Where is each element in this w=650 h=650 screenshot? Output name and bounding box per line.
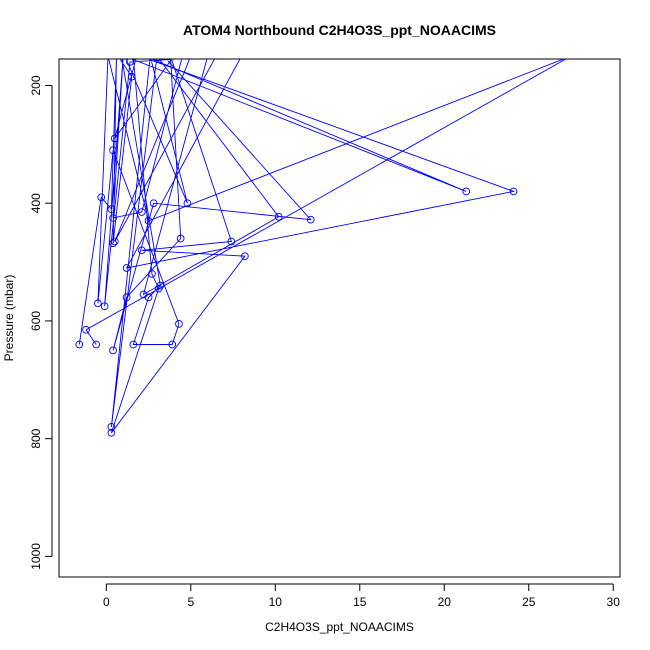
y-tick-label: 800 xyxy=(29,428,43,448)
data-point xyxy=(274,212,283,221)
x-tick-label: 5 xyxy=(187,595,194,609)
data-point xyxy=(149,199,158,208)
y-axis-label: Pressure (mbar) xyxy=(2,275,16,362)
data-point xyxy=(183,199,192,208)
data-point xyxy=(156,281,165,290)
x-tick-label: 30 xyxy=(607,595,621,609)
x-tick-label: 15 xyxy=(353,595,367,609)
x-axis: 0 5 10 15 20 25 30 xyxy=(103,583,621,609)
data-point xyxy=(75,340,84,349)
series-line xyxy=(78,59,567,434)
data-point xyxy=(127,72,136,81)
data-point xyxy=(109,146,117,155)
data-point xyxy=(109,214,117,222)
data-point xyxy=(100,302,109,311)
data-point xyxy=(241,252,249,261)
data-point xyxy=(107,205,116,213)
data-point xyxy=(509,187,518,196)
chart-title: ATOM4 Northbound C2H4O3S_ppt_NOAACIMS xyxy=(183,22,496,38)
data-point xyxy=(107,428,116,437)
data-point xyxy=(122,264,131,272)
data-point xyxy=(110,237,119,246)
y-axis: 200 400 600 800 1000 xyxy=(29,75,53,570)
x-tick-label: 10 xyxy=(269,595,283,609)
data-point xyxy=(227,237,236,246)
data-point xyxy=(129,340,138,349)
data-point xyxy=(82,325,90,334)
data-point xyxy=(110,134,119,143)
data-point xyxy=(168,340,177,349)
data-point xyxy=(462,187,471,196)
x-axis-label: C2H4O3S_ppt_NOAACIMS xyxy=(265,620,414,634)
data-point xyxy=(109,346,117,355)
data-point xyxy=(175,320,183,328)
data-point xyxy=(109,239,117,248)
y-tick-label: 600 xyxy=(29,311,43,331)
y-tick-label: 400 xyxy=(29,193,43,213)
y-tick-label: 1000 xyxy=(29,543,43,570)
x-tick-label: 25 xyxy=(522,595,536,609)
data-point xyxy=(176,234,185,243)
data-point xyxy=(94,299,102,308)
data-point xyxy=(306,215,315,224)
data-point xyxy=(107,423,116,431)
data-point xyxy=(92,340,101,349)
data-point xyxy=(137,246,146,255)
series-layer xyxy=(75,59,567,437)
x-tick-label: 20 xyxy=(438,595,452,609)
data-point xyxy=(137,208,146,216)
data-point xyxy=(144,217,153,225)
plot-frame xyxy=(58,58,621,578)
data-point xyxy=(144,293,153,302)
y-tick-label: 200 xyxy=(29,75,43,95)
data-point xyxy=(148,270,156,278)
data-point xyxy=(122,293,131,302)
data-point xyxy=(126,59,134,66)
x-tick-label: 0 xyxy=(103,595,110,609)
data-point xyxy=(97,193,106,202)
